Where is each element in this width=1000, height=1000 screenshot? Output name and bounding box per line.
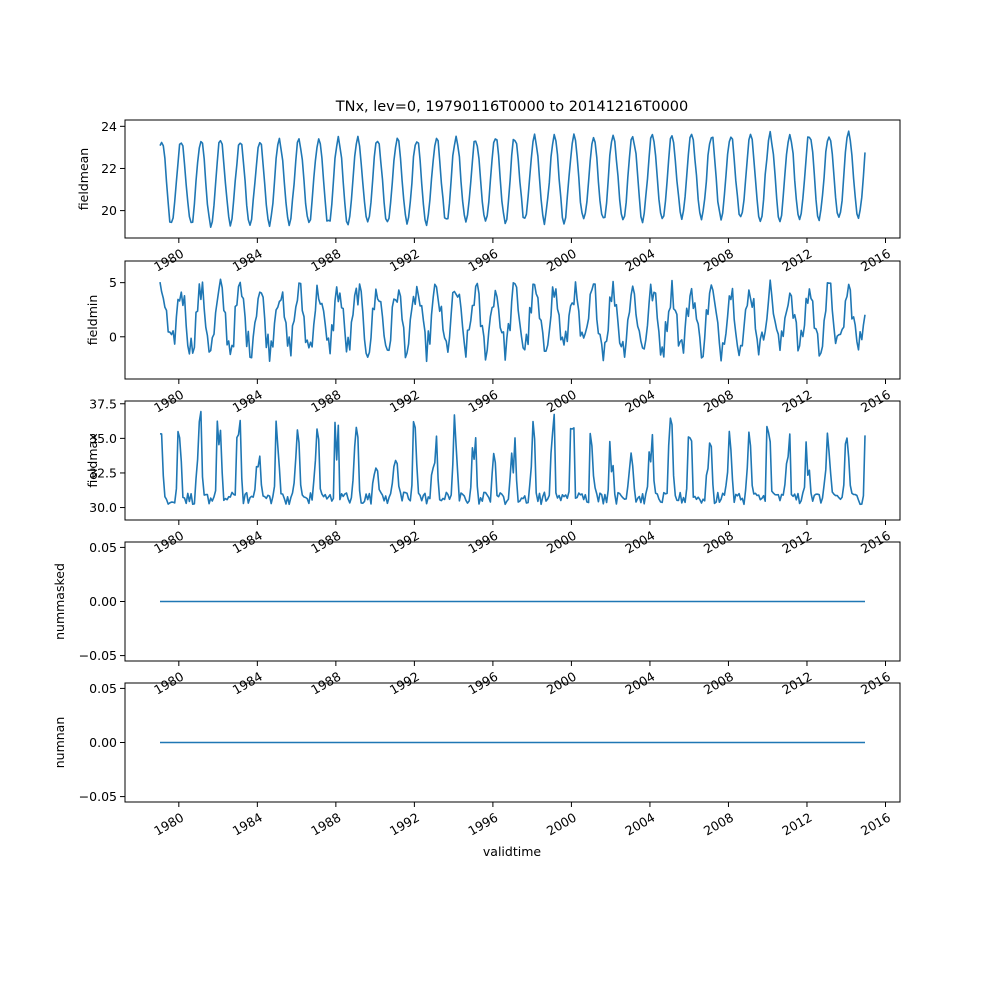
x-tick-label: 2004 — [622, 246, 657, 275]
y-axis-label: fieldmean — [76, 148, 91, 210]
series-line-fieldmax — [159, 410, 866, 506]
x-tick-label: 2016 — [858, 810, 893, 839]
x-tick-label: 1992 — [387, 246, 422, 275]
y-axis-label: fieldmin — [85, 295, 100, 346]
x-tick-label: 2000 — [544, 810, 579, 839]
series-line-fieldmean — [159, 130, 866, 228]
x-tick-label: 2000 — [544, 246, 579, 275]
y-tick-label: 35.0 — [89, 431, 117, 446]
x-tick-label: 1992 — [387, 810, 422, 839]
x-tick-label: 1980 — [151, 246, 186, 275]
y-tick-label: 0.05 — [89, 540, 117, 555]
y-tick-label: −0.05 — [79, 789, 117, 804]
x-tick-label: 2012 — [779, 810, 814, 839]
x-tick-label: 1996 — [465, 810, 500, 839]
y-tick-label: 20 — [101, 203, 117, 218]
x-tick-label: 1988 — [308, 246, 343, 275]
x-axis-label: validtime — [483, 844, 541, 859]
chart-title: TNx, lev=0, 19790116T0000 to 20141216T00… — [335, 99, 689, 115]
x-tick-label: 2004 — [622, 810, 657, 839]
x-tick-label: 2008 — [701, 246, 736, 275]
y-tick-label: 37.5 — [89, 396, 117, 411]
subplot-fieldmean: 20 22 24 fieldmean 1980 1984 1988 1992 1996 2000 2… — [76, 119, 901, 275]
axes-frame — [124, 119, 901, 239]
axes-frame — [124, 260, 901, 380]
y-axis-label: fieldmax — [85, 433, 100, 487]
subplot-numnan: −0.05 0.00 0.05 numnan 1980 1984 1988 1992 1996 2… — [52, 681, 901, 839]
y-tick-label: 0.05 — [89, 681, 117, 696]
y-tick-label: 0.00 — [89, 594, 117, 609]
y-tick-label: 22 — [101, 161, 117, 176]
x-tick-label: 1984 — [230, 246, 265, 275]
x-tick-label: 2016 — [858, 246, 893, 275]
series-line-fieldmin — [159, 278, 866, 363]
x-tick-label: 1980 — [151, 810, 186, 839]
subplots: 20 22 24 fieldmean 1980 1984 1988 1992 1996 2000 2… — [52, 119, 901, 839]
y-tick-label: −0.05 — [79, 648, 117, 663]
x-tick-label: 1984 — [230, 810, 265, 839]
x-tick-label: 2008 — [701, 810, 736, 839]
x-tick-label: 1988 — [308, 810, 343, 839]
y-tick-label: 32.5 — [89, 465, 117, 480]
y-axis-label: numnan — [52, 717, 67, 769]
y-tick-label: 30.0 — [89, 500, 117, 515]
y-tick-label: 0 — [109, 329, 117, 344]
y-tick-label: 24 — [101, 119, 117, 134]
x-tick-label: 2012 — [779, 246, 814, 275]
y-tick-label: 5 — [109, 275, 117, 290]
x-tick-label: 1996 — [465, 246, 500, 275]
y-tick-label: 0.00 — [89, 735, 117, 750]
y-axis-label: nummasked — [52, 563, 67, 640]
axes-frame — [124, 400, 901, 521]
